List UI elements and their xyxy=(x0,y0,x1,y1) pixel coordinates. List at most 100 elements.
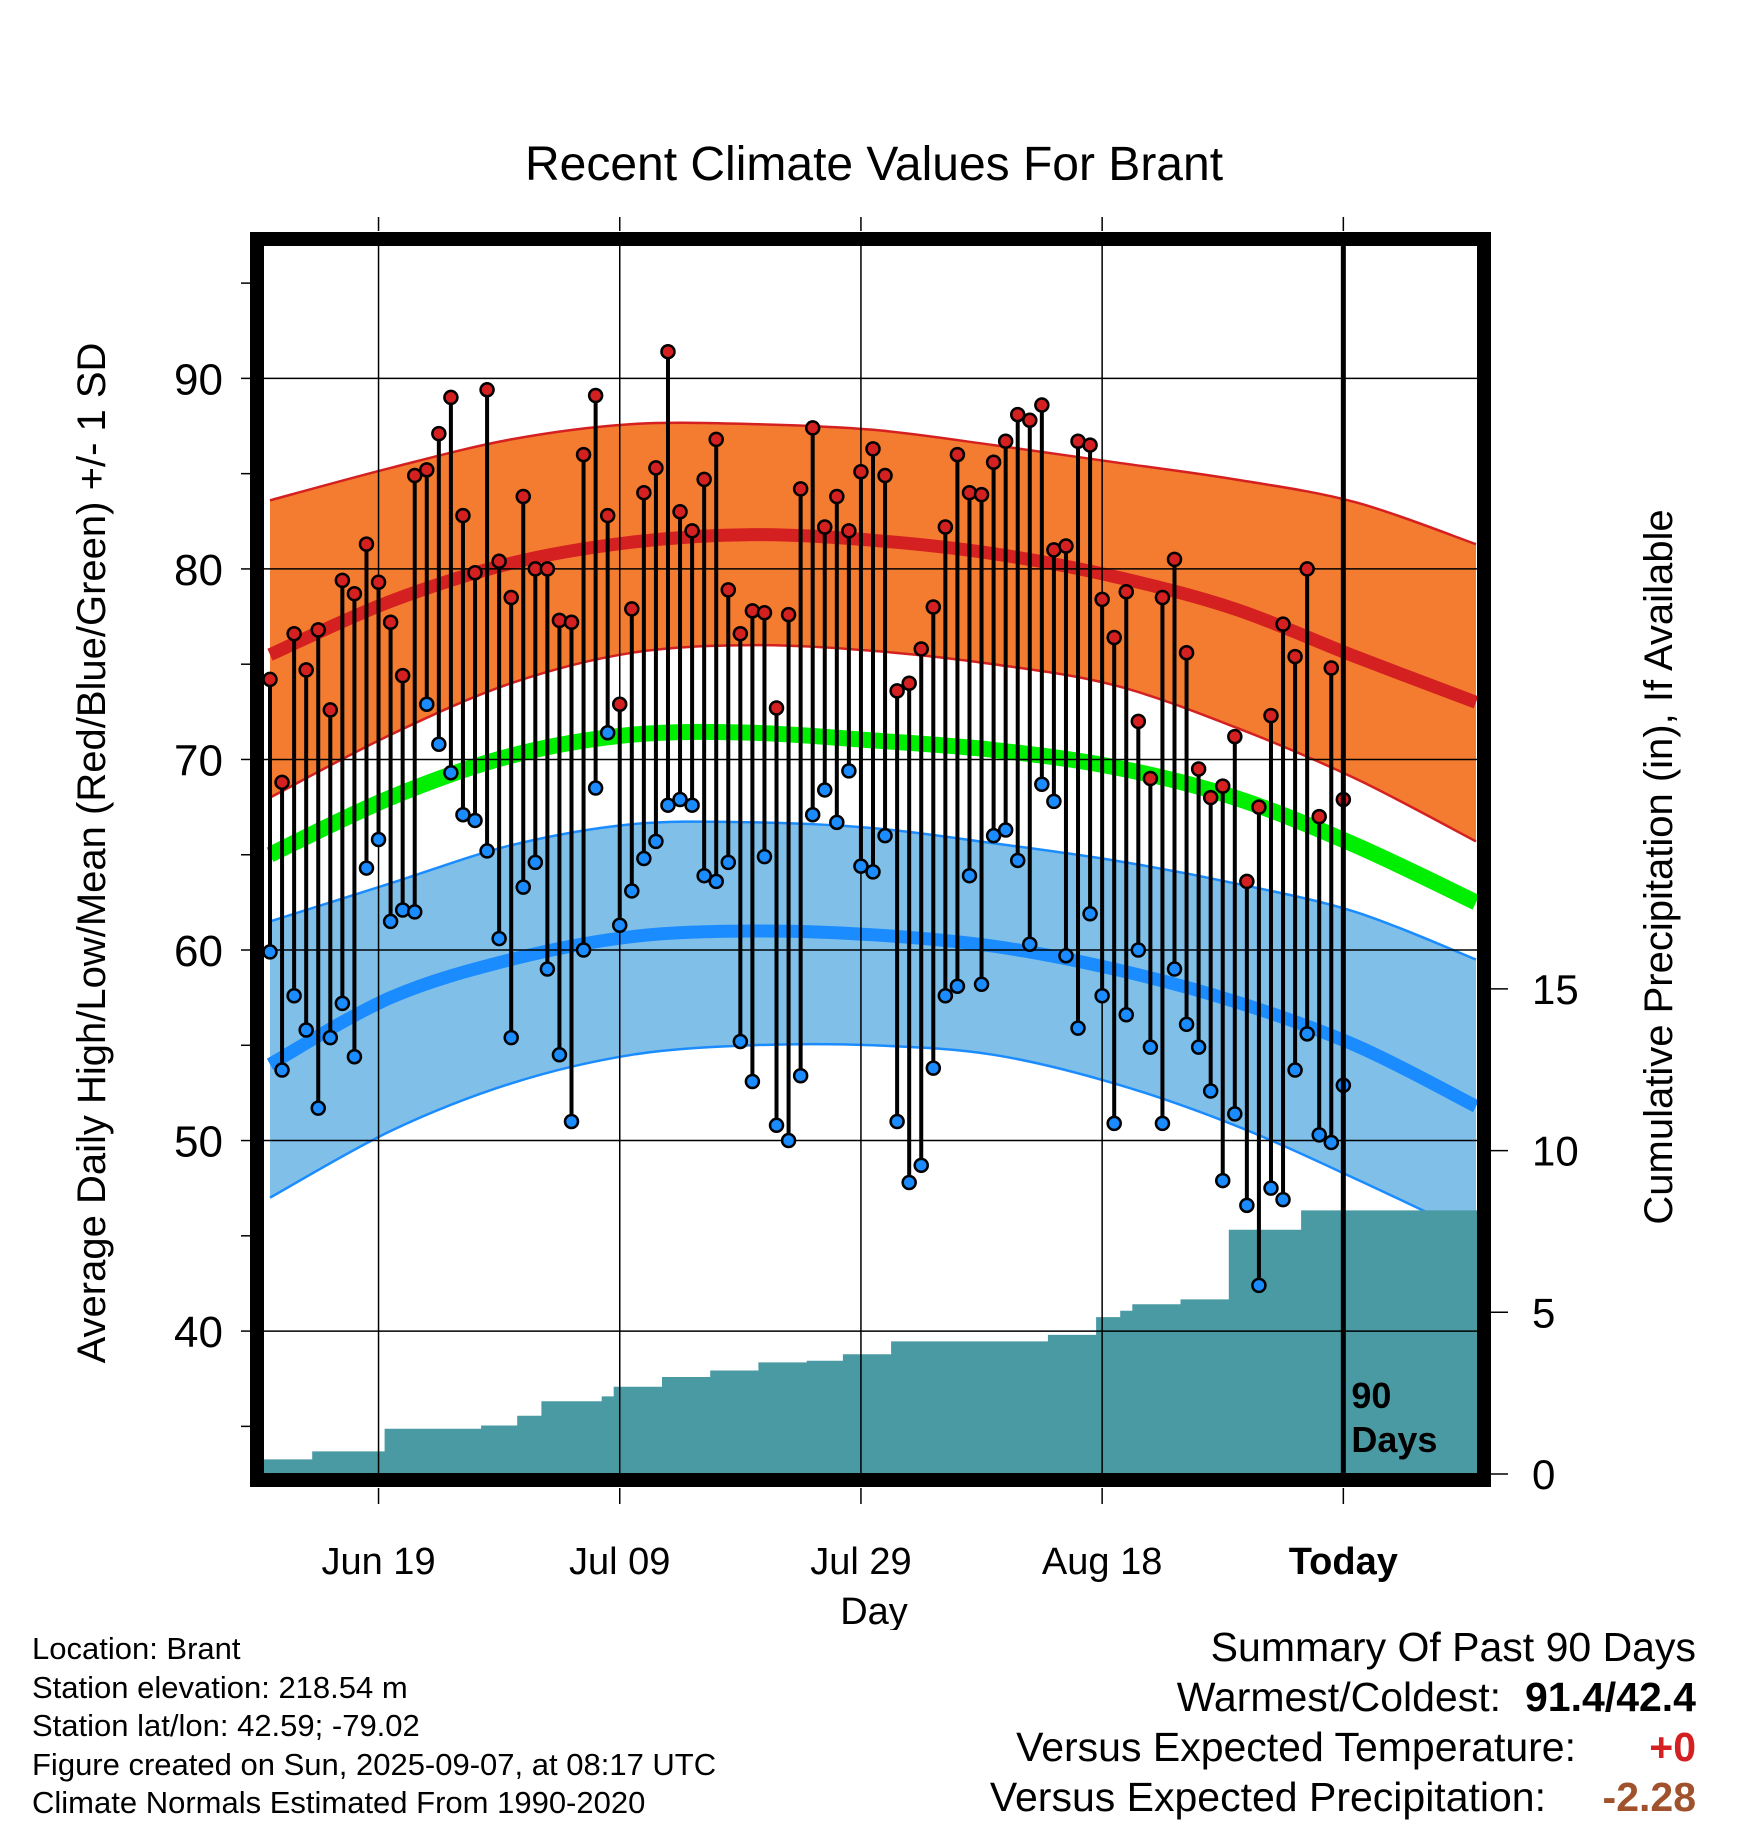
high-point xyxy=(853,463,869,480)
high-point xyxy=(1154,589,1171,606)
high-point xyxy=(1239,873,1255,890)
low-point xyxy=(1009,852,1026,869)
low-point xyxy=(1034,776,1050,792)
high-point xyxy=(611,696,628,712)
low-point xyxy=(262,944,278,960)
low-point xyxy=(1239,1197,1255,1214)
high-point xyxy=(515,488,532,505)
high-point xyxy=(804,420,821,436)
high-point xyxy=(732,625,749,642)
low-point xyxy=(648,833,664,850)
low-point xyxy=(624,883,640,899)
warmest-coldest-row: Warmest/Coldest: 91.4/42.4 xyxy=(990,1672,1696,1722)
high-point xyxy=(431,425,447,442)
high-point xyxy=(1263,707,1279,724)
low-normal-line xyxy=(266,924,1478,1113)
temp-diff-value: +0 xyxy=(1649,1724,1696,1770)
low-point xyxy=(611,917,628,933)
high-point xyxy=(1275,616,1291,632)
summary-panel: Summary Of Past 90 Days Warmest/Coldest:… xyxy=(990,1622,1696,1822)
low-point xyxy=(901,1174,917,1191)
low-point xyxy=(599,725,616,741)
low-point xyxy=(949,978,966,994)
low-point xyxy=(877,827,893,844)
low-point xyxy=(1275,1191,1291,1208)
low-point xyxy=(636,850,652,867)
high-point xyxy=(334,572,351,589)
created-text: Figure created on Sun, 2025-09-07, at 08… xyxy=(32,1746,717,1782)
y2-tick-label: 10 xyxy=(1532,1128,1579,1175)
y-tick-label: 70 xyxy=(174,736,223,785)
low-point xyxy=(913,1157,929,1174)
warmest-coldest-label: Warmest/Coldest: xyxy=(1176,1674,1501,1720)
low-point xyxy=(817,782,833,798)
low-point xyxy=(1070,1020,1086,1036)
y-tick-label: 50 xyxy=(174,1118,223,1167)
low-point xyxy=(672,791,688,808)
x-tick-label: Jul 29 xyxy=(810,1541,911,1583)
low-point xyxy=(1299,1026,1315,1042)
low-point xyxy=(925,1060,942,1076)
y-tick-label: 40 xyxy=(174,1308,223,1357)
high-point xyxy=(1166,551,1183,568)
low-point xyxy=(467,812,483,829)
high-point xyxy=(1311,808,1327,825)
high-point xyxy=(841,523,857,539)
high-point xyxy=(455,507,471,524)
low-point xyxy=(539,961,556,977)
high-point xyxy=(1323,660,1340,676)
low-point xyxy=(744,1073,761,1090)
low-point xyxy=(563,1113,580,1130)
high-point xyxy=(1251,799,1267,815)
low-point xyxy=(443,765,459,781)
low-point xyxy=(274,1062,290,1078)
high-point xyxy=(913,641,929,657)
high-point xyxy=(901,675,917,691)
high-point xyxy=(648,460,664,476)
high-point xyxy=(708,431,724,448)
high-point xyxy=(696,471,712,488)
high-point xyxy=(1299,561,1315,577)
low-point xyxy=(804,806,821,823)
low-point xyxy=(455,806,471,823)
high-point xyxy=(503,589,519,606)
low-point xyxy=(431,736,447,752)
high-point xyxy=(358,536,375,552)
low-point xyxy=(334,995,351,1012)
low-point xyxy=(720,854,737,871)
low-point xyxy=(708,873,724,890)
low-point xyxy=(1142,1039,1159,1055)
high-point xyxy=(1178,645,1195,661)
high-point xyxy=(394,667,411,684)
high-point xyxy=(973,486,990,503)
low-point xyxy=(1094,987,1110,1004)
high-point xyxy=(1227,728,1243,745)
high-point xyxy=(624,601,640,617)
low-point xyxy=(1046,793,1062,810)
low-point xyxy=(1082,906,1098,922)
today-marker-label: Days xyxy=(1351,1419,1437,1460)
high-point xyxy=(672,504,688,520)
high-point xyxy=(1009,406,1026,423)
low-point xyxy=(419,696,435,712)
high-point xyxy=(443,389,459,406)
low-point xyxy=(370,831,387,848)
high-point xyxy=(756,604,773,621)
high-point xyxy=(286,625,302,642)
low-point xyxy=(1311,1127,1327,1143)
low-point xyxy=(732,1033,749,1050)
normals-text: Climate Normals Estimated From 1990-2020 xyxy=(32,1785,646,1820)
x-tick-label: Jun 19 xyxy=(321,1541,435,1583)
y-tick-label: 90 xyxy=(174,355,223,404)
temp-diff-label: Versus Expected Temperature: xyxy=(1016,1724,1576,1770)
y-tick-label: 60 xyxy=(174,927,223,976)
high-point xyxy=(865,441,881,457)
plot-border xyxy=(250,232,1491,1487)
low-point xyxy=(587,780,604,796)
today-marker-number: 90 xyxy=(1351,1375,1391,1416)
x-tick-label: Aug 18 xyxy=(1042,1541,1162,1583)
high-point xyxy=(829,488,845,505)
high-point xyxy=(1082,437,1098,453)
